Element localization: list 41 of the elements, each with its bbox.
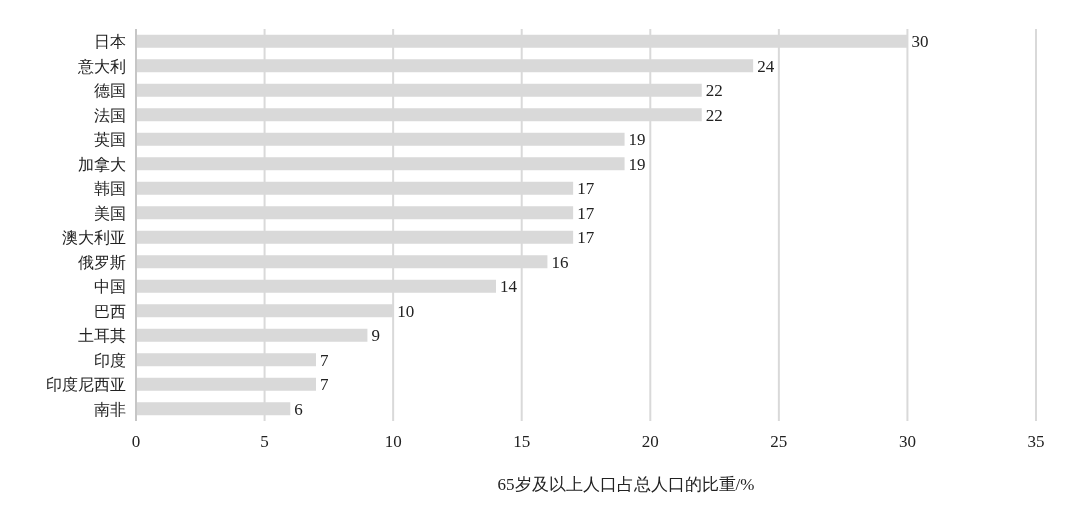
data-label: 7: [320, 350, 329, 370]
y-tick-label: 英国: [94, 131, 126, 149]
data-label: 30: [911, 32, 929, 52]
y-tick-label: 土耳其: [78, 327, 126, 345]
y-tick-label: 韩国: [94, 180, 126, 198]
y-tick-label: 加拿大: [78, 155, 126, 173]
y-tick-label: 巴西: [94, 302, 126, 320]
x-tick-label: 35: [1027, 432, 1045, 451]
y-tick-label: 美国: [94, 204, 126, 222]
x-tick-label: 5: [260, 432, 269, 451]
data-label: 24: [757, 56, 775, 76]
x-tick-label: 30: [898, 432, 916, 451]
data-label: 6: [294, 399, 303, 419]
data-label: 22: [705, 81, 723, 101]
data-label: 9: [371, 326, 380, 346]
data-label: 7: [320, 375, 329, 395]
data-label: 17: [577, 228, 595, 248]
y-tick-label: 日本: [94, 33, 126, 51]
data-label: 19: [628, 154, 646, 174]
y-tick-label: 意大利: [77, 57, 126, 75]
y-tick-label: 中国: [94, 278, 126, 296]
x-tick-label: 0: [131, 432, 141, 451]
x-tick-label: 15: [513, 432, 531, 451]
x-tick-label: 20: [641, 432, 659, 451]
data-label: 16: [551, 252, 569, 272]
y-tick-label: 法国: [94, 106, 126, 124]
y-tick-label: 澳大利亚: [62, 229, 126, 247]
y-tick-label: 南非: [94, 400, 126, 418]
x-tick-label: 25: [770, 432, 788, 451]
x-axis-title: 65岁及以上人口占总人口的比重/%: [497, 475, 755, 494]
y-tick-label: 德国: [94, 82, 126, 100]
x-tick-label: 10: [384, 432, 402, 451]
data-label: 17: [577, 203, 595, 223]
y-tick-label: 印度尼西亚: [46, 376, 126, 394]
data-label: 19: [628, 130, 646, 150]
data-label: 10: [397, 301, 415, 321]
data-label: 17: [577, 179, 595, 199]
data-label: 14: [500, 277, 518, 297]
y-tick-label: 印度: [94, 351, 126, 369]
y-tick-label: 俄罗斯: [78, 253, 126, 271]
data-label: 22: [705, 105, 723, 125]
